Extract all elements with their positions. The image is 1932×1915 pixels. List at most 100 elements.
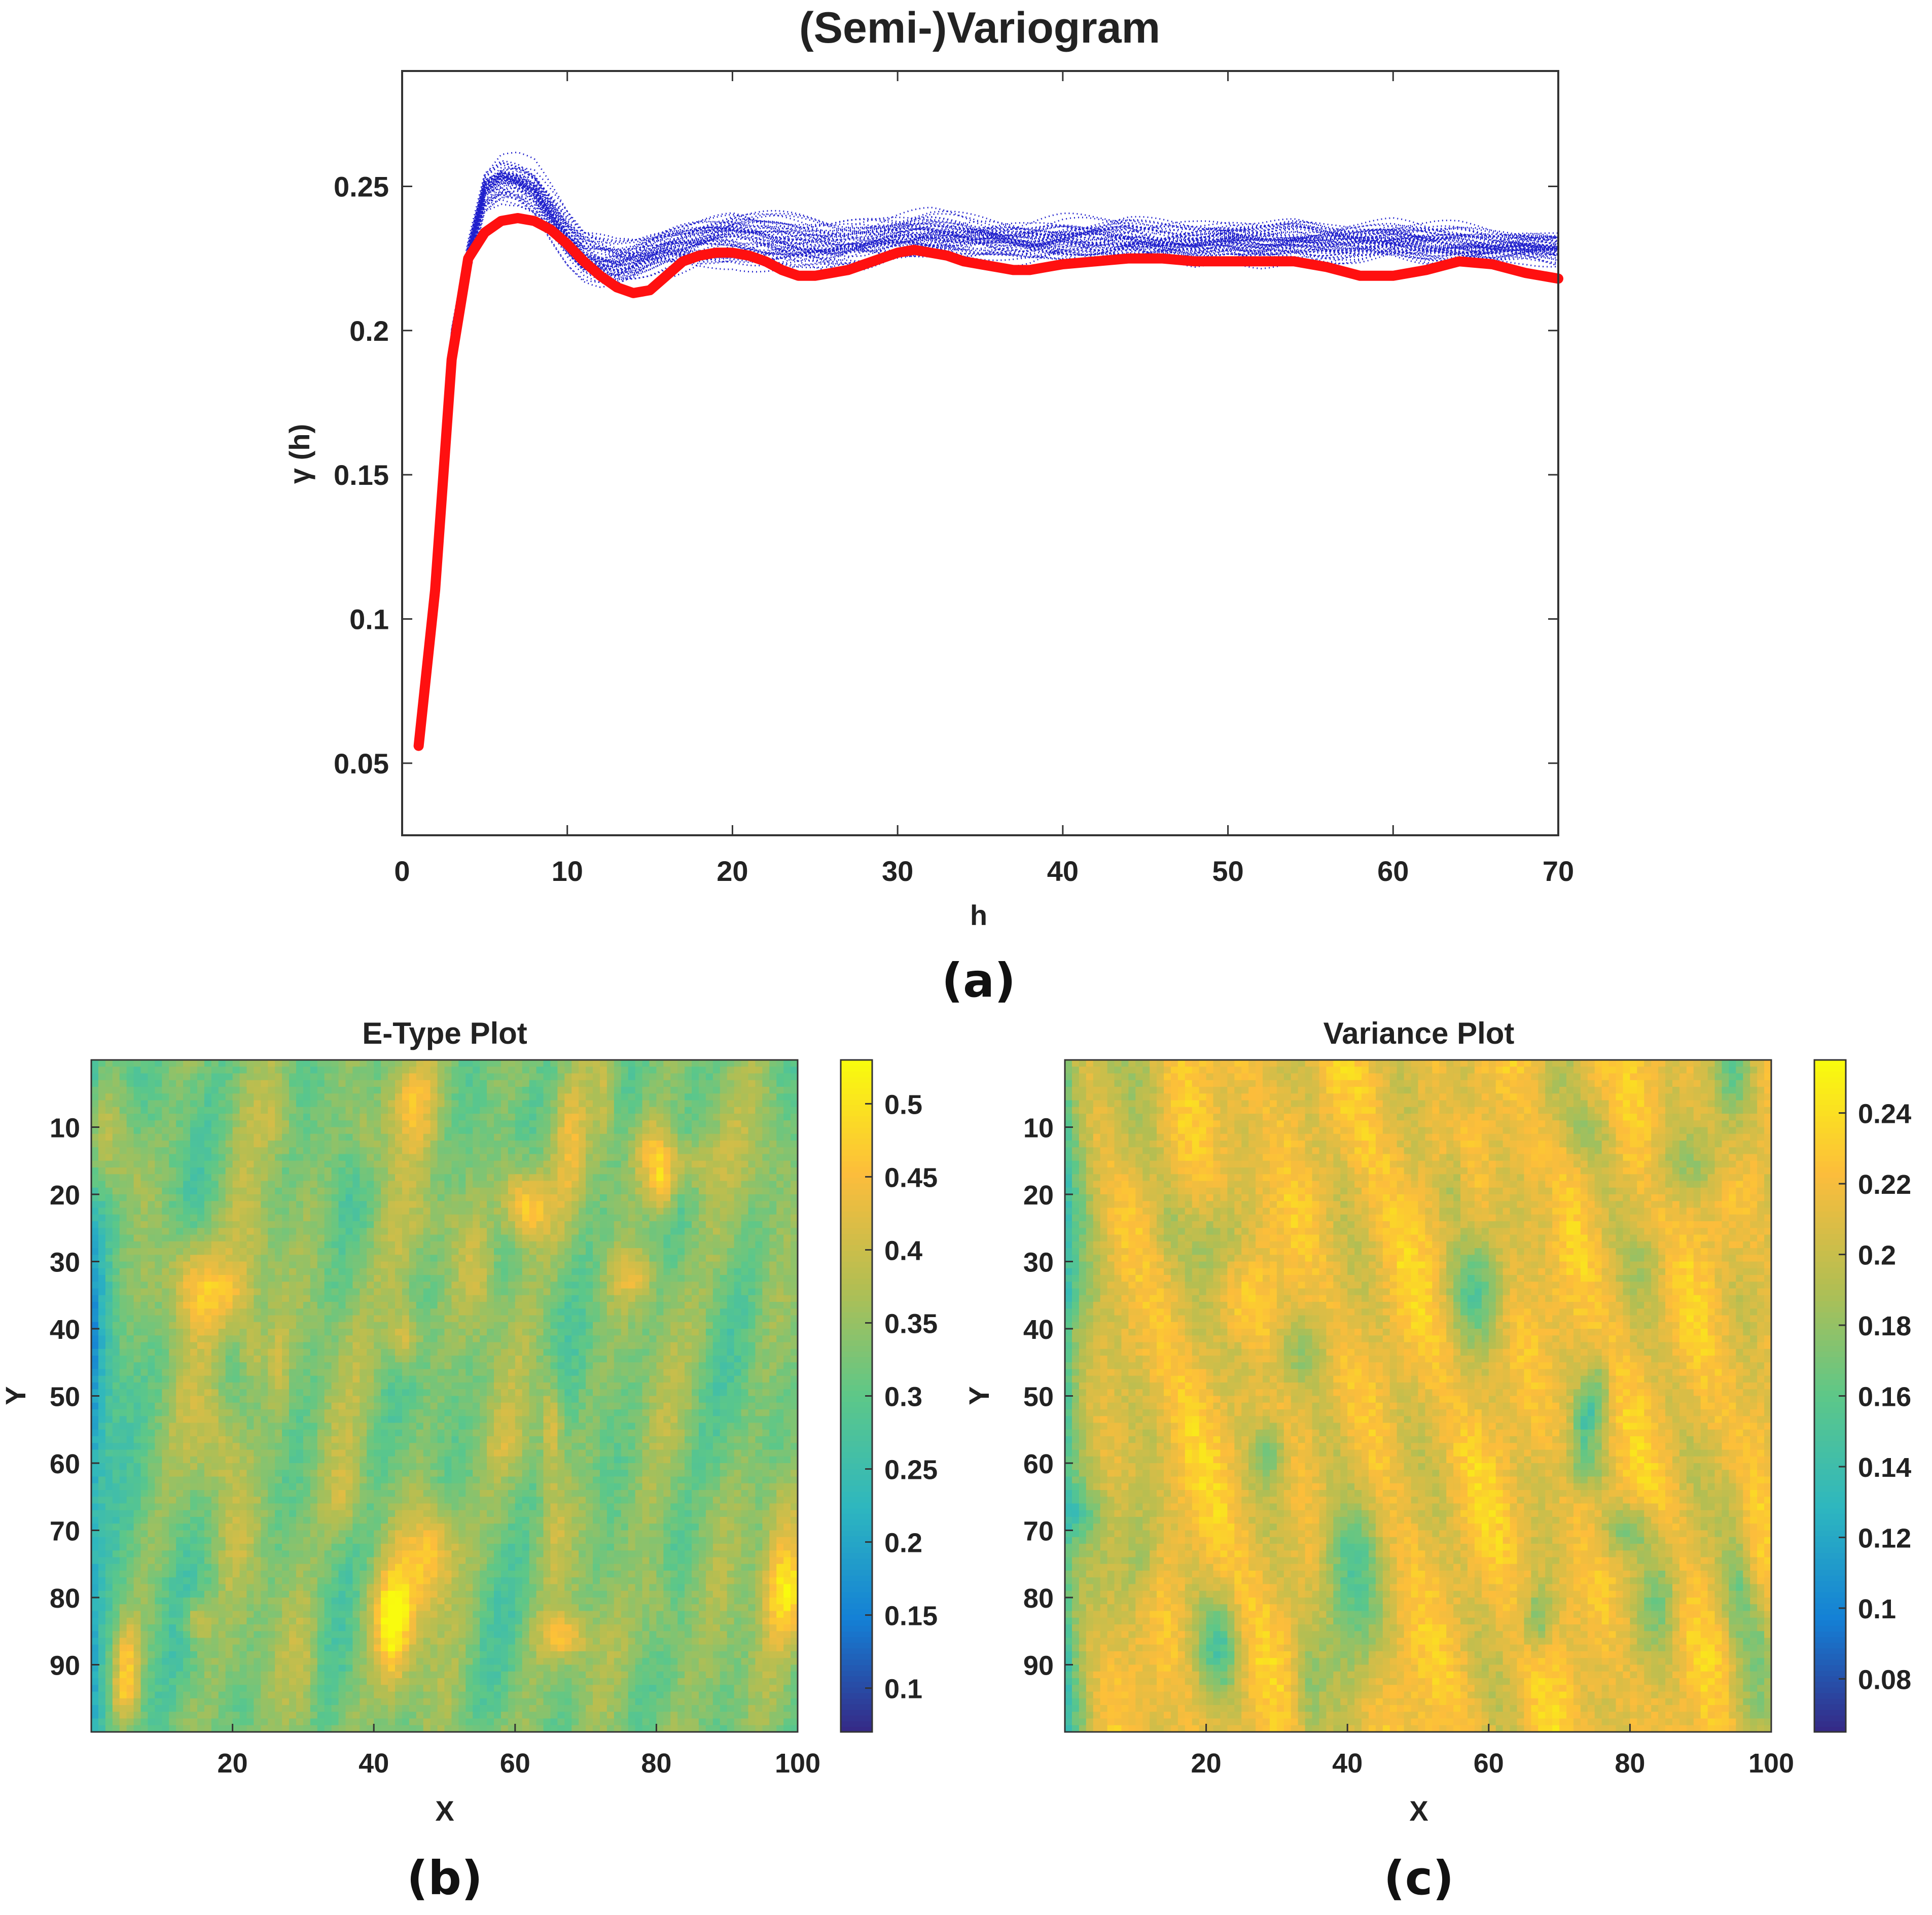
heatmap-cell [112,1087,120,1094]
heatmap-cell [268,1147,275,1155]
heatmap-cell [473,1315,480,1323]
heatmap-cell [225,1335,233,1343]
heatmap-cell [712,1114,721,1121]
heatmap-cell [487,1375,494,1383]
heatmap-cell [437,1382,445,1390]
heatmap-cell [705,1342,713,1350]
heatmap-cell [402,1268,410,1275]
heatmap-cell [190,1282,198,1289]
heatmap-cell [289,1234,297,1242]
heatmap-cell [282,1087,290,1094]
heatmap-cell [176,1275,184,1282]
heatmap-cell [190,1322,198,1329]
heatmap-cell [232,1141,240,1148]
heatmap-cell [345,1329,353,1336]
heatmap-cell [289,1114,297,1121]
heatmap-cell [225,1255,233,1262]
heatmap-cell [155,1295,162,1302]
heatmap-cell [698,1275,706,1282]
heatmap-cell [705,1080,713,1087]
heatmap-cell [451,1308,459,1316]
heatmap-cell [239,1187,247,1195]
heatmap-cell [275,1234,282,1242]
heatmap-cell [254,1133,261,1141]
heatmap-cell [480,1147,487,1155]
heatmap-cell [268,1100,275,1108]
heatmap-cell [338,1268,346,1275]
heatmap-cell [261,1160,268,1168]
heatmap-cell [564,1349,572,1356]
heatmap-cell [155,1093,162,1101]
heatmap-cell [176,1234,184,1242]
heatmap-cell [183,1201,191,1209]
heatmap-cell [289,1248,297,1255]
heatmap-cell [712,1255,721,1262]
heatmap-cell [176,1093,184,1101]
heatmap-cell [296,1356,304,1363]
heatmap-cell [211,1141,219,1148]
heatmap-cell [367,1335,374,1343]
heatmap-cell [473,1147,480,1155]
heatmap-cell [670,1087,678,1094]
realization-line [418,187,1559,743]
heatmap-cell [388,1349,396,1356]
heatmap-cell [473,1067,480,1074]
heatmap-cell [317,1174,325,1182]
heatmap-cell [112,1228,120,1235]
heatmap-cell [635,1234,643,1242]
heatmap-cell [232,1147,240,1155]
heatmap-cell [586,1221,593,1228]
heatmap-cell [543,1315,551,1323]
heatmap-cell [345,1147,353,1155]
heatmap-cell [324,1369,332,1376]
heatmap-cell [352,1255,360,1262]
heatmap-cell [614,1160,622,1168]
heatmap-cell [685,1160,692,1168]
heatmap-cell [579,1302,586,1309]
heatmap-cell [148,1335,155,1343]
heatmap-cell [508,1100,516,1108]
heatmap-cell [698,1255,706,1262]
heatmap-cell [776,1114,784,1121]
heatmap-cell [734,1181,742,1188]
heatmap-cell [444,1067,452,1074]
heatmap-cell [628,1261,636,1269]
heatmap-cell [451,1120,459,1128]
heatmap-cell [430,1187,438,1195]
heatmap-cell [204,1375,212,1383]
heatmap-cell [564,1214,572,1222]
heatmap-cell [628,1382,636,1390]
heatmap-cell [769,1120,777,1128]
heatmap-cell [508,1133,516,1141]
heatmap-cell [211,1194,219,1201]
heatmap-cell [628,1342,636,1350]
heatmap-cell [579,1362,586,1370]
heatmap-cell [416,1100,424,1108]
heatmap-cell [338,1073,346,1081]
heatmap-cell [451,1133,459,1141]
heatmap-cell [140,1194,149,1201]
heatmap-cell [162,1147,169,1155]
heatmap-cell [466,1329,473,1336]
heatmap-cell [437,1282,445,1289]
heatmap-cell [105,1288,113,1296]
heatmap-cell [776,1356,784,1363]
heatmap-cell [783,1201,791,1209]
heatmap-cell [720,1114,728,1121]
heatmap-cell [635,1167,643,1175]
heatmap-cell [599,1093,607,1101]
heatmap-cell [466,1221,473,1228]
heatmap-cell [91,1187,99,1195]
heatmap-cell [296,1308,304,1316]
heatmap-cell [317,1167,325,1175]
heatmap-cell [677,1154,685,1161]
heatmap-cell [508,1315,516,1323]
heatmap-cell [515,1342,523,1350]
heatmap-cell [621,1060,629,1067]
heatmap-cell [783,1261,791,1269]
heatmap-cell [239,1194,247,1201]
heatmap-cell [500,1107,509,1114]
heatmap-cell [176,1349,184,1356]
heatmap-cell [515,1241,523,1249]
heatmap-cell [98,1107,106,1114]
